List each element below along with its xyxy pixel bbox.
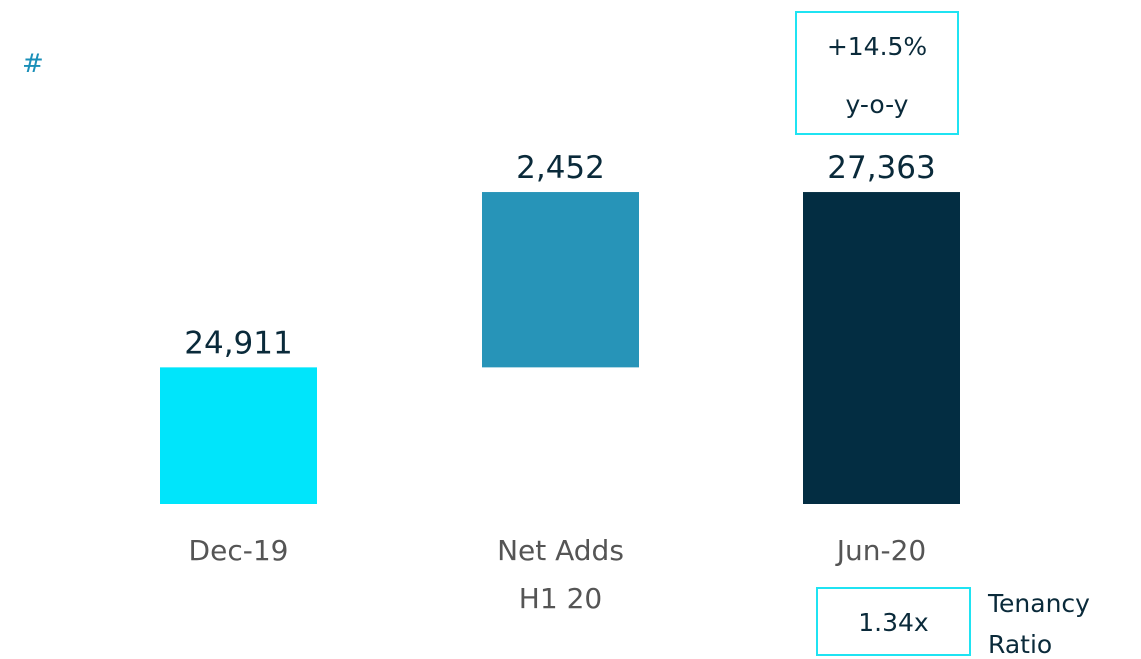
growth-period: y-o-y xyxy=(845,90,909,119)
value-label: 2,452 xyxy=(516,150,605,186)
unit-label: # xyxy=(22,49,44,79)
bar xyxy=(160,367,317,504)
bar xyxy=(803,192,960,504)
x-tick-label: Dec-19 xyxy=(188,534,289,567)
tenancy-box xyxy=(816,587,971,656)
growth-box xyxy=(795,11,959,135)
value-label: 24,911 xyxy=(184,325,292,361)
tenancy-value: 1.34x xyxy=(858,608,929,637)
value-label: 27,363 xyxy=(827,150,935,186)
growth: +14.5% xyxy=(826,32,928,61)
x-tick-label: Jun-20 xyxy=(836,534,927,567)
tenancy-label: Tenancy Ratio xyxy=(988,589,1090,659)
x-tick-label: Net Adds H1 20 xyxy=(497,534,624,615)
bar xyxy=(482,192,639,368)
